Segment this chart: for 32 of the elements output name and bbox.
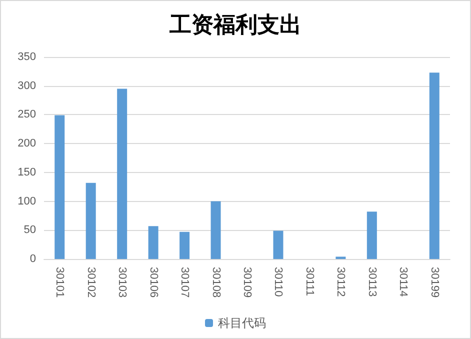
y-tick-label: 100 [18, 195, 36, 208]
bar [117, 88, 128, 259]
x-tick-label: 30113 [366, 267, 378, 297]
y-tick-label: 150 [18, 166, 36, 178]
chart-title: 工资福利支出 [168, 12, 302, 38]
x-tick-label: 30102 [84, 267, 97, 298]
bar [273, 230, 284, 259]
y-tick-label: 0 [30, 253, 36, 265]
bar [54, 115, 65, 259]
y-tick-label: 300 [18, 80, 36, 92]
legend-label: 科目代码 [218, 316, 266, 330]
x-tick-label: 30114 [397, 267, 410, 297]
bar [180, 232, 190, 259]
bar [429, 72, 440, 259]
x-tick-label: 30103 [116, 267, 128, 298]
x-tick-label: 30112 [334, 267, 347, 297]
bar [86, 182, 96, 259]
y-tick-label: 350 [18, 51, 36, 63]
x-tick-label: 30109 [241, 267, 253, 298]
bar [210, 201, 221, 259]
x-tick-label: 30106 [147, 267, 160, 298]
x-tick-label: 30101 [54, 267, 66, 298]
y-tick-label: 250 [18, 108, 36, 121]
x-tick-label: 30107 [178, 267, 191, 298]
x-tick-label: 30110 [272, 267, 284, 297]
x-tick-label: 30111 [303, 267, 316, 296]
x-tick-label: 30199 [428, 267, 440, 298]
bar [148, 226, 158, 259]
y-tick-label: 50 [24, 224, 36, 236]
x-tick-label: 30108 [210, 267, 222, 298]
bar [366, 212, 377, 259]
y-tick-label: 200 [18, 138, 36, 150]
